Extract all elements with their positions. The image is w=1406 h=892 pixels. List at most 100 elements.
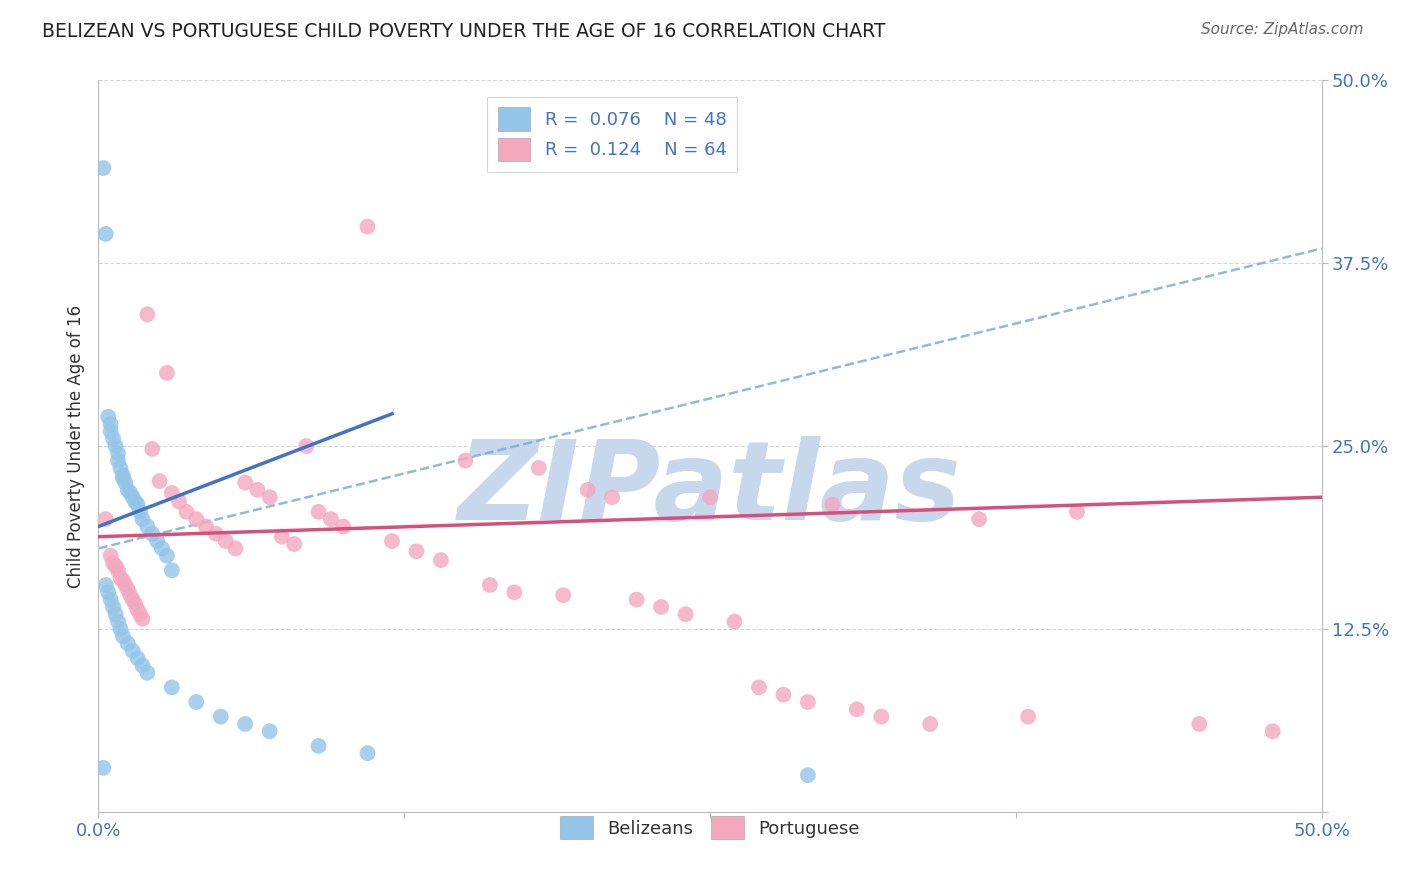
- Point: [114, 475, 136, 490]
- Point: [772, 688, 794, 702]
- Point: [308, 739, 330, 753]
- Point: [156, 549, 179, 563]
- Point: [503, 585, 526, 599]
- Point: [797, 768, 820, 782]
- Point: [454, 453, 477, 467]
- Point: [246, 483, 269, 497]
- Text: BELIZEAN VS PORTUGUESE CHILD POVERTY UNDER THE AGE OF 16 CORRELATION CHART: BELIZEAN VS PORTUGUESE CHILD POVERTY UND…: [42, 22, 886, 41]
- Point: [308, 505, 330, 519]
- Point: [124, 494, 146, 508]
- Point: [967, 512, 990, 526]
- Point: [121, 592, 143, 607]
- Point: [224, 541, 246, 556]
- Point: [748, 681, 770, 695]
- Point: [100, 417, 122, 431]
- Point: [675, 607, 697, 622]
- Point: [430, 553, 453, 567]
- Point: [117, 582, 139, 597]
- Point: [120, 485, 142, 500]
- Point: [107, 453, 129, 467]
- Y-axis label: Child Poverty Under the Age of 16: Child Poverty Under the Age of 16: [66, 304, 84, 588]
- Point: [626, 592, 648, 607]
- Point: [110, 622, 132, 636]
- Point: [131, 658, 153, 673]
- Point: [141, 526, 163, 541]
- Point: [117, 483, 139, 497]
- Point: [107, 446, 129, 460]
- Point: [332, 519, 354, 533]
- Point: [270, 530, 294, 544]
- Point: [920, 717, 942, 731]
- Point: [205, 526, 228, 541]
- Point: [131, 612, 153, 626]
- Point: [478, 578, 501, 592]
- Point: [111, 471, 134, 485]
- Legend: Belizeans, Portuguese: Belizeans, Portuguese: [553, 809, 868, 847]
- Point: [127, 651, 149, 665]
- Point: [214, 534, 236, 549]
- Point: [129, 607, 152, 622]
- Point: [600, 490, 623, 504]
- Point: [94, 512, 117, 526]
- Point: [723, 615, 745, 629]
- Point: [129, 505, 152, 519]
- Point: [160, 563, 183, 577]
- Point: [176, 505, 198, 519]
- Point: [150, 541, 173, 556]
- Point: [111, 468, 134, 483]
- Point: [97, 409, 120, 424]
- Point: [117, 636, 139, 650]
- Point: [1188, 717, 1211, 731]
- Point: [1017, 709, 1039, 723]
- Point: [101, 432, 124, 446]
- Point: [100, 549, 122, 563]
- Point: [167, 494, 190, 508]
- Point: [149, 474, 172, 488]
- Point: [120, 588, 142, 602]
- Point: [111, 574, 134, 588]
- Point: [121, 644, 143, 658]
- Point: [104, 558, 127, 573]
- Point: [91, 161, 114, 175]
- Point: [101, 599, 124, 614]
- Point: [121, 490, 143, 504]
- Point: [1066, 505, 1088, 519]
- Point: [110, 571, 132, 585]
- Point: [405, 544, 427, 558]
- Point: [576, 483, 599, 497]
- Point: [127, 603, 149, 617]
- Point: [94, 227, 117, 241]
- Point: [845, 702, 868, 716]
- Point: [94, 578, 117, 592]
- Point: [319, 512, 342, 526]
- Point: [156, 366, 179, 380]
- Point: [259, 490, 281, 504]
- Point: [160, 485, 183, 500]
- Point: [186, 695, 208, 709]
- Point: [101, 556, 124, 570]
- Point: [127, 498, 149, 512]
- Point: [104, 607, 127, 622]
- Point: [356, 746, 378, 760]
- Point: [136, 665, 159, 680]
- Point: [195, 519, 218, 533]
- Point: [870, 709, 893, 723]
- Point: [146, 534, 169, 549]
- Point: [186, 512, 208, 526]
- Point: [160, 681, 183, 695]
- Point: [110, 461, 132, 475]
- Point: [91, 761, 114, 775]
- Text: ZIPatlas: ZIPatlas: [458, 436, 962, 543]
- Point: [821, 498, 844, 512]
- Point: [797, 695, 820, 709]
- Point: [233, 717, 256, 731]
- Point: [131, 512, 153, 526]
- Point: [259, 724, 281, 739]
- Point: [209, 709, 232, 723]
- Point: [107, 615, 129, 629]
- Point: [141, 442, 163, 456]
- Point: [699, 490, 721, 504]
- Point: [553, 588, 575, 602]
- Point: [295, 439, 318, 453]
- Point: [1261, 724, 1284, 739]
